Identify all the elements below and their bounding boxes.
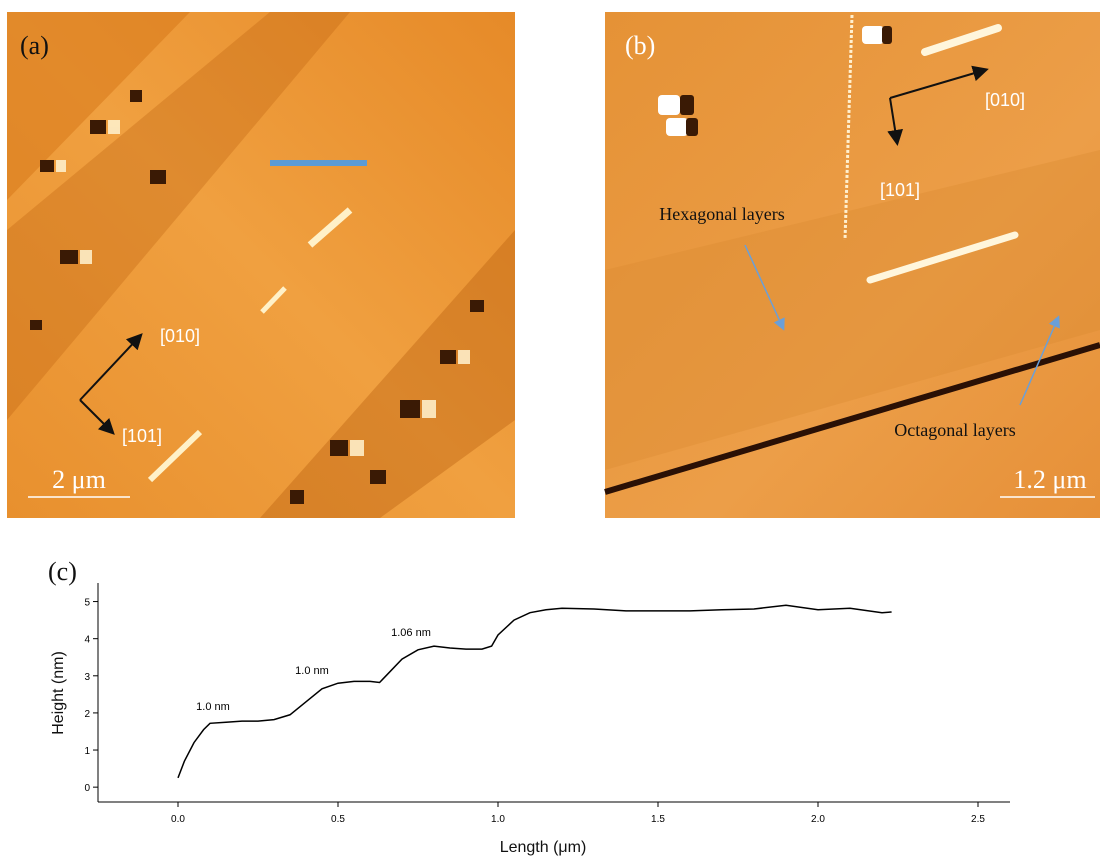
annotation: Hexagonal layers: [659, 204, 784, 224]
panel-label: (b): [625, 31, 655, 60]
annotation: 1.0 nm: [295, 665, 329, 677]
annotation: 1.06 nm: [391, 627, 431, 639]
x-tick-label: 1.5: [651, 814, 665, 825]
x-tick-label: 0.5: [331, 814, 345, 825]
panel-label: (c): [48, 557, 77, 586]
direction-label: [101]: [880, 180, 920, 200]
direction-label: [010]: [985, 90, 1025, 110]
x-tick-label: 0.0: [171, 814, 185, 825]
direction-label: [010]: [160, 326, 200, 346]
y-tick-label: 4: [84, 635, 90, 646]
y-tick-label: 3: [84, 672, 90, 683]
afm-image-a: [7, 12, 515, 518]
panel-label: (a): [20, 31, 49, 60]
annotation: Octagonal layers: [894, 420, 1015, 440]
scale-bar-label: 1.2 μm: [1013, 465, 1086, 494]
y-tick-label: 2: [84, 709, 90, 720]
y-tick-label: 1: [84, 746, 90, 757]
afm-image-b: [604, 12, 1100, 518]
scale-bar-label: 2 μm: [52, 465, 106, 494]
x-tick-label: 2.0: [811, 814, 825, 825]
y-axis-label: Height (nm): [50, 651, 67, 735]
x-tick-label: 2.5: [971, 814, 985, 825]
line-series: [177, 604, 892, 779]
y-tick-label: 5: [84, 598, 90, 609]
y-tick-label: 0: [84, 783, 90, 794]
x-axis-label: Length (μm): [500, 839, 587, 856]
x-tick-label: 1.0: [491, 814, 505, 825]
direction-label: [101]: [122, 426, 162, 446]
annotation: 1.0 nm: [196, 701, 230, 713]
